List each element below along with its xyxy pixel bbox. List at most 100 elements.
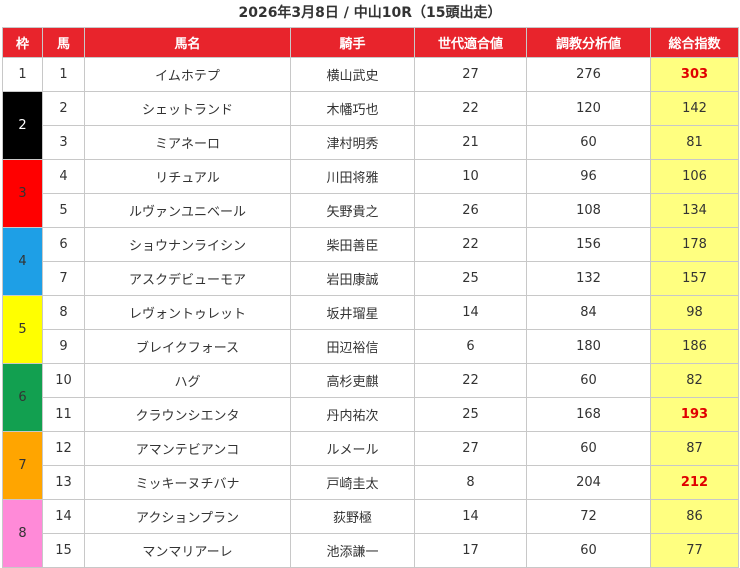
waku-cell: 1 xyxy=(2,57,43,92)
total-index-value: 86 xyxy=(650,499,739,534)
horse-name: アマンテビアンコ xyxy=(84,431,291,466)
training-analysis-value: 276 xyxy=(526,57,651,92)
training-analysis-value: 72 xyxy=(526,499,651,534)
waku-cell: 5 xyxy=(2,295,43,364)
generation-fit-value: 17 xyxy=(414,533,527,568)
table-row: 11 クラウンシエンタ 丹内祐次 25 168 193 xyxy=(3,397,739,432)
table-row: 7 12 アマンテビアンコ ルメール 27 60 87 xyxy=(2,431,739,500)
horse-name: ハグ xyxy=(84,363,291,398)
training-analysis-value: 84 xyxy=(526,295,651,330)
jockey-name: 坂井瑠星 xyxy=(290,295,415,330)
header-jockey: 騎手 xyxy=(290,27,415,58)
header-horse-number: 馬 xyxy=(42,27,85,58)
jockey-name: ルメール xyxy=(290,431,415,466)
horse-number: 15 xyxy=(42,533,85,568)
jockey-name: 川田将雅 xyxy=(290,159,415,194)
table-row: 5 8 レヴォントゥレット 坂井瑠星 14 84 98 xyxy=(2,295,739,364)
horse-number: 5 xyxy=(42,193,85,228)
horse-name: アスクデビューモア xyxy=(84,261,291,296)
horse-number: 3 xyxy=(42,125,85,160)
jockey-name: 丹内祐次 xyxy=(290,397,415,432)
table-row: 7 アスクデビューモア 岩田康誠 25 132 157 xyxy=(3,261,739,296)
table-row: 3 4 リチュアル 川田将雅 10 96 106 xyxy=(2,159,739,228)
total-index-value: 81 xyxy=(650,125,739,160)
horse-number: 2 xyxy=(42,91,85,126)
total-index-value: 157 xyxy=(650,261,739,296)
training-analysis-value: 60 xyxy=(526,363,651,398)
waku-cell: 2 xyxy=(2,91,43,160)
generation-fit-value: 25 xyxy=(414,397,527,432)
table-row: 8 14 アクションプラン 荻野極 14 72 86 xyxy=(2,499,739,568)
training-analysis-value: 132 xyxy=(526,261,651,296)
total-index-value: 82 xyxy=(650,363,739,398)
total-index-value: 77 xyxy=(650,533,739,568)
header-generation-fit: 世代適合値 xyxy=(414,27,527,58)
horse-name: ミッキーヌチバナ xyxy=(84,465,291,500)
horse-name: ミアネーロ xyxy=(84,125,291,160)
total-index-value: 87 xyxy=(650,431,739,466)
horse-name: ブレイクフォース xyxy=(84,329,291,364)
horse-name: イムホテプ xyxy=(84,57,291,92)
jockey-name: 柴田善臣 xyxy=(290,227,415,262)
table-row: 9 ブレイクフォース 田辺裕信 6 180 186 xyxy=(3,329,739,364)
jockey-name: 津村明秀 xyxy=(290,125,415,160)
training-analysis-value: 180 xyxy=(526,329,651,364)
training-analysis-value: 108 xyxy=(526,193,651,228)
total-index-value: 186 xyxy=(650,329,739,364)
horse-number: 7 xyxy=(42,261,85,296)
table-row: 13 ミッキーヌチバナ 戸崎圭太 8 204 212 xyxy=(3,465,739,500)
jockey-name: 矢野貴之 xyxy=(290,193,415,228)
table-row: 1 1 イムホテプ 横山武史 27 276 303 xyxy=(2,57,739,92)
generation-fit-value: 21 xyxy=(414,125,527,160)
total-index-value: 178 xyxy=(650,227,739,262)
training-analysis-value: 60 xyxy=(526,125,651,160)
training-analysis-value: 204 xyxy=(526,465,651,500)
generation-fit-value: 26 xyxy=(414,193,527,228)
waku-cell: 3 xyxy=(2,159,43,228)
waku-cell: 4 xyxy=(2,227,43,296)
table-row: 5 ルヴァンユニベール 矢野貴之 26 108 134 xyxy=(3,193,739,228)
table-row: 15 マンマリアーレ 池添謙一 17 60 77 xyxy=(3,533,739,568)
horse-name: アクションプラン xyxy=(84,499,291,534)
race-table: 枠 馬 馬名 騎手 世代適合値 調教分析値 総合指数 1 1 イムホテプ 横山武史 27… xyxy=(2,27,739,568)
jockey-name: 高杉吏麒 xyxy=(290,363,415,398)
jockey-name: 戸崎圭太 xyxy=(290,465,415,500)
total-index-value: 142 xyxy=(650,91,739,126)
table-row: 2 2 シェットランド 木幡巧也 22 120 142 xyxy=(2,91,739,160)
race-title: 2026年3月8日 / 中山10R（15頭出走） xyxy=(238,5,502,21)
horse-number: 13 xyxy=(42,465,85,500)
jockey-name: 田辺裕信 xyxy=(290,329,415,364)
training-analysis-value: 120 xyxy=(526,91,651,126)
generation-fit-value: 22 xyxy=(414,363,527,398)
training-analysis-value: 60 xyxy=(526,533,651,568)
horse-number: 14 xyxy=(42,499,85,534)
training-analysis-value: 168 xyxy=(526,397,651,432)
horse-number: 4 xyxy=(42,159,85,194)
training-analysis-value: 156 xyxy=(526,227,651,262)
generation-fit-value: 22 xyxy=(414,227,527,262)
horse-number: 12 xyxy=(42,431,85,466)
waku-cell: 8 xyxy=(2,499,43,568)
horse-number: 11 xyxy=(42,397,85,432)
total-index-value: 106 xyxy=(650,159,739,194)
total-index-value: 212 xyxy=(650,465,739,500)
horse-number: 6 xyxy=(42,227,85,262)
jockey-name: 荻野極 xyxy=(290,499,415,534)
total-index-value: 193 xyxy=(650,397,739,432)
total-index-value: 303 xyxy=(650,57,739,92)
race-table-body: 1 1 イムホテプ 横山武史 27 276 303 2 2 シェットランド 木幡巧也 22 120 142… xyxy=(2,57,739,568)
header-training-analysis: 調教分析値 xyxy=(526,27,651,58)
waku-cell: 7 xyxy=(2,431,43,500)
total-index-value: 134 xyxy=(650,193,739,228)
jockey-name: 池添謙一 xyxy=(290,533,415,568)
training-analysis-value: 96 xyxy=(526,159,651,194)
horse-name: クラウンシエンタ xyxy=(84,397,291,432)
jockey-name: 横山武史 xyxy=(290,57,415,92)
header-horse-name: 馬名 xyxy=(84,27,291,58)
generation-fit-value: 14 xyxy=(414,295,527,330)
jockey-name: 木幡巧也 xyxy=(290,91,415,126)
generation-fit-value: 27 xyxy=(414,57,527,92)
horse-number: 10 xyxy=(42,363,85,398)
table-row: 4 6 ショウナンライシン 柴田善臣 22 156 178 xyxy=(2,227,739,296)
jockey-name: 岩田康誠 xyxy=(290,261,415,296)
